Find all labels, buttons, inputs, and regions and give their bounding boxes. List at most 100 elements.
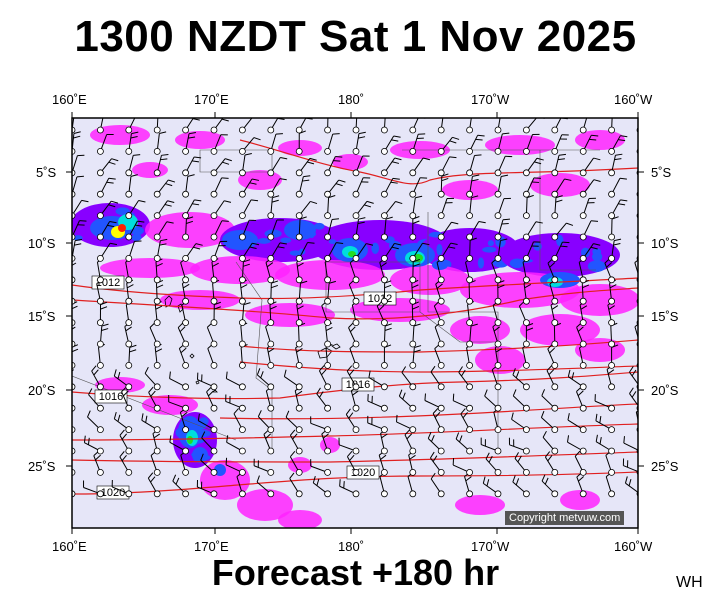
lon-label-top-170e: 170˚E	[194, 92, 229, 107]
wind-barb-feather	[536, 157, 544, 161]
grid-point	[380, 361, 388, 369]
grid-point	[352, 254, 360, 262]
wind-barb-staff	[640, 179, 649, 194]
grid-point	[352, 383, 360, 391]
wind-barb-feather	[159, 131, 167, 135]
grid-point	[97, 147, 104, 155]
grid-point	[295, 340, 303, 348]
grid-point	[352, 426, 360, 434]
grid-point	[380, 190, 388, 198]
lat-label-right-10s: 10˚S	[651, 236, 679, 251]
grid-point	[238, 383, 246, 391]
grid-point	[409, 169, 417, 177]
wind-barb-feather	[319, 391, 324, 398]
grid-point	[210, 383, 218, 391]
grid-point	[125, 426, 133, 434]
grid-point	[409, 361, 417, 369]
wind-barb-staff	[629, 371, 638, 385]
wind-barb-feather	[458, 366, 463, 373]
wind-barb-feather	[526, 327, 534, 331]
grid-point	[324, 361, 332, 369]
wind-barb-feather	[76, 175, 84, 178]
wind-barb-feather	[394, 157, 402, 161]
grid-point	[494, 297, 502, 305]
grid-point	[238, 361, 246, 369]
wind-barb-feather	[547, 455, 553, 462]
wind-barb-feather	[242, 263, 250, 267]
grid-point	[551, 447, 559, 455]
wind-barb-feather	[226, 435, 229, 443]
wind-barb-feather	[380, 262, 387, 268]
grid-point	[210, 404, 218, 412]
wind-barb-feather	[497, 284, 505, 289]
wind-barb-feather	[349, 369, 355, 376]
wind-barb-feather	[300, 280, 308, 284]
grid-point	[267, 426, 275, 434]
wind-barb-feather	[558, 153, 567, 156]
wind-barb-feather	[277, 246, 285, 249]
wind-barb-feather	[161, 153, 169, 156]
wind-barb-feather	[471, 178, 479, 182]
wind-barb-feather	[384, 323, 392, 327]
wind-barb-feather	[153, 433, 161, 439]
grid-point	[153, 233, 161, 241]
grid-point	[523, 169, 530, 177]
wind-barb-feather	[608, 305, 615, 310]
grid-point	[267, 447, 275, 455]
grid-point	[97, 190, 104, 198]
grid-point	[380, 468, 388, 476]
wind-barb-feather	[640, 307, 647, 309]
wind-barb-feather	[350, 326, 356, 333]
wind-barb-feather	[515, 478, 520, 486]
grid-point	[579, 490, 587, 498]
wind-barb-feather	[624, 476, 628, 484]
wind-barb-feather	[574, 450, 581, 457]
wind-barb-feather	[159, 243, 167, 246]
grid-point	[324, 319, 332, 327]
wind-barb-feather	[475, 138, 483, 141]
grid-point	[295, 254, 303, 262]
wind-barb-feather	[391, 161, 400, 164]
grid-point	[97, 383, 104, 391]
grid-point	[153, 319, 161, 327]
grid-point	[295, 126, 303, 134]
lat-label-right-20s: 20˚S	[651, 383, 679, 398]
grid-point	[97, 212, 104, 220]
grid-point	[466, 404, 474, 412]
grid-point	[579, 126, 587, 134]
grid-point	[523, 254, 530, 262]
grid-point	[210, 468, 218, 476]
grid-point	[523, 276, 530, 284]
grid-point	[352, 190, 360, 198]
grid-point	[125, 340, 133, 348]
grid-point	[182, 254, 190, 262]
grid-point	[295, 169, 303, 177]
wind-barb-staff	[640, 347, 641, 365]
grid-point	[409, 126, 417, 134]
wind-barb-feather	[150, 390, 156, 397]
grid-point	[153, 404, 161, 412]
wind-barb-feather	[609, 284, 617, 289]
wind-barb-feather	[448, 246, 456, 249]
grid-point	[97, 297, 104, 305]
landmass-islands-small	[189, 353, 218, 393]
lon-label-top-160e: 160˚E	[52, 92, 87, 107]
wind-barb-staff	[640, 241, 646, 258]
grid-point	[466, 297, 474, 305]
wind-barb-feather	[123, 390, 129, 397]
grid-point	[267, 233, 275, 241]
grid-point	[153, 447, 161, 455]
wind-barb-feather	[292, 433, 298, 440]
wind-barb-feather	[620, 135, 628, 138]
grid-point	[324, 297, 332, 305]
wind-barb-feather	[256, 475, 260, 483]
wind-barb-feather	[130, 174, 138, 177]
wind-barb-feather	[535, 221, 543, 224]
grid-point	[608, 319, 615, 327]
wind-barb-feather	[108, 204, 116, 208]
wind-barb-feather	[650, 115, 657, 116]
wind-barb-feather	[265, 433, 272, 439]
wind-barb-feather	[256, 368, 261, 376]
grid-point	[523, 212, 530, 220]
grid-point	[210, 340, 218, 348]
